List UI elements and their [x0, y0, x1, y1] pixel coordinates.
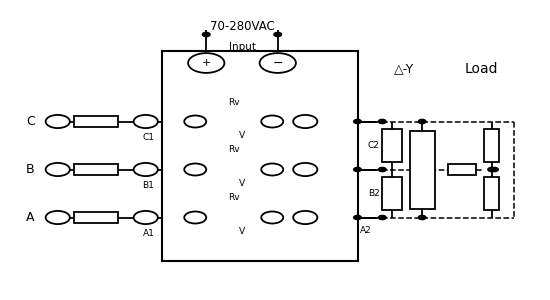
Circle shape [261, 164, 283, 175]
Circle shape [134, 211, 158, 224]
Circle shape [134, 163, 158, 176]
Text: 70-280VAC: 70-280VAC [210, 20, 274, 34]
Text: B: B [26, 163, 35, 176]
Text: A1: A1 [142, 229, 155, 238]
Text: C2: C2 [367, 141, 380, 150]
Circle shape [293, 115, 317, 128]
Text: Rv: Rv [228, 146, 240, 154]
Circle shape [488, 167, 496, 172]
Circle shape [260, 53, 296, 73]
Circle shape [46, 115, 70, 128]
Circle shape [261, 116, 283, 128]
Text: C1: C1 [142, 133, 155, 142]
Bar [74, 164, 118, 175]
Circle shape [378, 215, 386, 220]
Circle shape [293, 211, 317, 224]
Text: △-Y: △-Y [394, 62, 414, 76]
Circle shape [188, 53, 224, 73]
Circle shape [419, 119, 426, 124]
Text: A: A [26, 211, 35, 224]
Circle shape [46, 211, 70, 224]
Circle shape [378, 119, 386, 124]
Text: Rv: Rv [228, 194, 240, 202]
Text: V: V [239, 227, 245, 236]
Bar [74, 116, 118, 127]
Bar [448, 164, 476, 175]
Text: B1: B1 [142, 181, 155, 190]
Circle shape [134, 115, 158, 128]
Text: V: V [239, 131, 245, 140]
Bar [484, 177, 499, 210]
Circle shape [274, 32, 282, 37]
Text: +: + [201, 58, 211, 68]
Circle shape [261, 212, 283, 224]
Bar [382, 129, 402, 162]
Circle shape [354, 167, 361, 172]
Circle shape [184, 212, 206, 224]
Circle shape [354, 119, 361, 124]
Bar [162, 51, 358, 261]
Circle shape [378, 167, 386, 172]
Circle shape [184, 116, 206, 128]
Text: −: − [272, 56, 283, 70]
Circle shape [46, 163, 70, 176]
Circle shape [419, 215, 426, 220]
Bar [410, 130, 434, 208]
Circle shape [354, 215, 361, 220]
Text: C: C [26, 115, 35, 128]
Bar [74, 212, 118, 223]
Bar [382, 177, 402, 210]
Text: A2: A2 [360, 226, 372, 235]
Text: V: V [239, 179, 245, 188]
Circle shape [491, 167, 498, 172]
Circle shape [202, 32, 210, 37]
Circle shape [184, 164, 206, 175]
Text: Input: Input [228, 41, 256, 52]
Text: Load: Load [465, 62, 498, 76]
Text: Rv: Rv [228, 98, 240, 106]
Bar [484, 129, 499, 162]
Circle shape [293, 163, 317, 176]
Text: B2: B2 [368, 189, 380, 198]
